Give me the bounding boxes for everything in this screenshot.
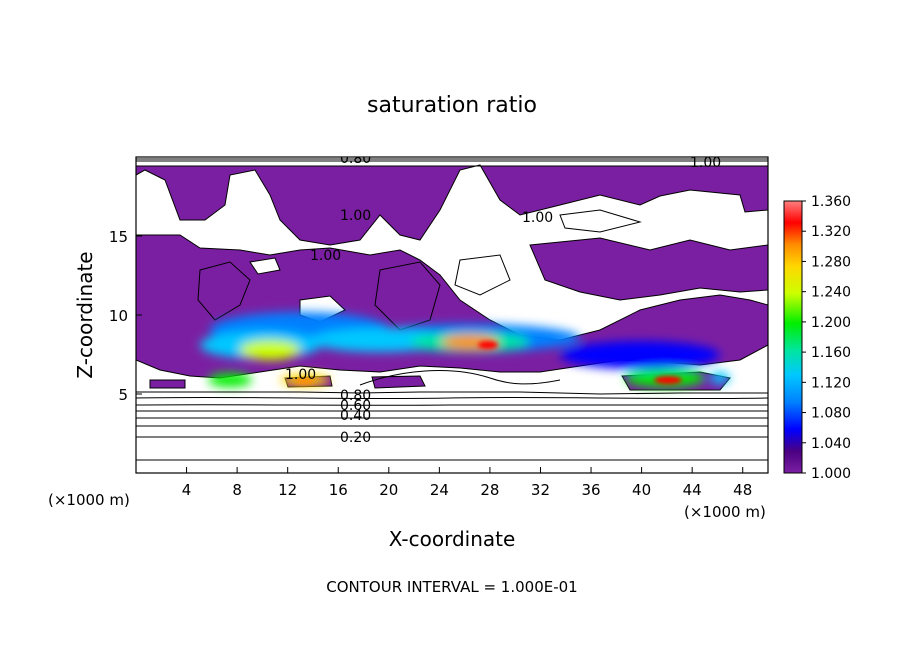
z-unit-label: (×1000 m) <box>48 491 130 509</box>
colorbar-tick-label: 1.320 <box>811 224 851 240</box>
contour-label-100-d: 1.00 <box>285 367 316 383</box>
colorbar-tick-label: 1.240 <box>811 285 851 301</box>
x-tick-label: 12 <box>278 481 297 499</box>
saturation-peaks <box>295 341 682 384</box>
colorbar-ticks: 1.360 1.320 1.280 1.240 1.200 1.160 1.120 1.080… <box>802 194 851 482</box>
colorbar-tick-label: 1.120 <box>811 375 851 391</box>
y-axis: 5 10 15 <box>109 228 142 404</box>
x-tick-label: 32 <box>531 481 550 499</box>
x-tick-label: 28 <box>480 481 499 499</box>
x-axis: 4 8 12 16 20 24 28 32 36 40 44 48 <box>182 467 752 499</box>
contour-label-080: 0.80 <box>340 388 371 404</box>
colorbar-tick-label: 1.200 <box>811 315 851 331</box>
y-tick-label: 10 <box>109 307 128 325</box>
x-tick-label: 48 <box>733 481 752 499</box>
chart-title: saturation ratio <box>367 93 537 118</box>
x-unit-label: (×1000 m) <box>684 503 766 521</box>
contour-label-060: 0.60 <box>340 398 371 414</box>
contour-label-100-a: 1.00 <box>340 208 371 224</box>
plot-area: 0.20 0.40 0.60 0.80 0.80 1.00 1.00 1.00 … <box>136 151 768 473</box>
contour-label-100-b: 1.00 <box>522 210 553 226</box>
colorbar: 1.360 1.320 1.280 1.240 1.200 1.160 1.120 1.080… <box>783 194 851 482</box>
contour-label-040: 0.40 <box>340 408 371 424</box>
saturation-maxima <box>200 312 730 387</box>
contour-label-100-e: 1.00 <box>310 248 341 264</box>
x-tick-label: 8 <box>232 481 242 499</box>
x-tick-label: 40 <box>632 481 651 499</box>
colorbar-gradient <box>783 200 803 474</box>
contour-label-020: 0.20 <box>340 430 371 446</box>
contour-lines <box>136 158 768 461</box>
colorbar-tick-label: 1.000 <box>811 466 851 482</box>
colorbar-tick-label: 1.360 <box>811 194 851 210</box>
x-tick-label: 16 <box>329 481 348 499</box>
y-tick-label: 5 <box>118 386 128 404</box>
x-tick-label: 20 <box>379 481 398 499</box>
colorbar-tick-label: 1.080 <box>811 406 851 422</box>
contour-label-100-c: 1.00 <box>690 155 721 171</box>
colorbar-tick-label: 1.280 <box>811 254 851 270</box>
x-tick-label: 24 <box>430 481 449 499</box>
contour-labels: 0.20 0.40 0.60 0.80 0.80 1.00 1.00 1.00 … <box>285 151 721 446</box>
colorbar-tick-label: 1.040 <box>811 436 851 452</box>
colorbar-tick-label: 1.160 <box>811 345 851 361</box>
y-axis-label: Z-coordinate <box>73 251 97 378</box>
x-axis-label: X-coordinate <box>389 527 516 551</box>
y-tick-label: 15 <box>109 228 128 246</box>
x-tick-label: 4 <box>182 481 192 499</box>
contour-label-080-top: 0.80 <box>340 151 371 167</box>
contour-interval-note: CONTOUR INTERVAL = 1.000E-01 <box>326 578 577 596</box>
x-tick-label: 36 <box>581 481 600 499</box>
x-tick-label: 44 <box>683 481 702 499</box>
